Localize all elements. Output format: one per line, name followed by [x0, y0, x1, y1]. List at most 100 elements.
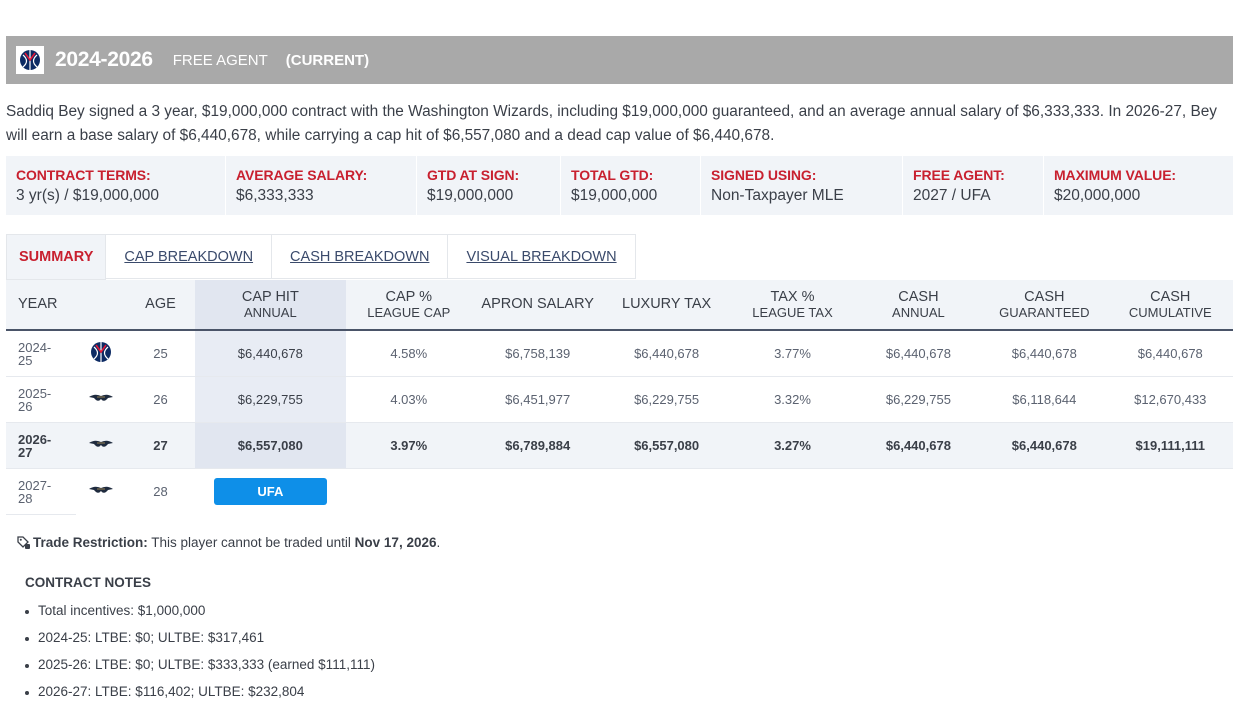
tax-pct-cell: 3.32% [729, 376, 856, 423]
contract-notes-list: Total incentives: $1,000,000 2024-25: LT… [25, 602, 375, 710]
header-apron-salary[interactable]: APRON SALARY [471, 280, 604, 331]
ufa-badge: UFA [213, 478, 327, 506]
list-item: 2026-27: LTBE: $116,402; ULTBE: $232,804 [25, 683, 375, 710]
year-cell: 2025- 26 [6, 376, 77, 423]
header-tax-pct[interactable]: TAX % LEAGUE TAX [729, 280, 856, 331]
tab-cap-breakdown[interactable]: CAP BREAKDOWN [106, 234, 273, 279]
year-end: 26 [18, 398, 33, 414]
header-age[interactable]: AGE [126, 280, 195, 331]
year-start: 2026- [18, 431, 52, 447]
table-row: 2024- 25 25 $6,440,678 4.58% $6,758,139 … [6, 330, 1233, 377]
year-cell: 2026- 27 [6, 422, 77, 469]
trade-restriction-text: This player cannot be traded until [147, 535, 355, 550]
header-main: CASH [1150, 288, 1191, 305]
term-signed-using: SIGNED USING: Non-Taxpayer MLE [701, 156, 903, 215]
term-label: TOTAL GTD: [571, 167, 654, 183]
table-row: 2027- 28 28 UFA [6, 468, 1233, 515]
cash-guaranteed-cell: $6,440,678 [981, 330, 1108, 377]
header-logo [76, 280, 127, 331]
term-value: Non-Taxpayer MLE [711, 187, 844, 204]
term-label: SIGNED USING: [711, 167, 817, 183]
apron-cell: $6,758,139 [471, 330, 604, 377]
luxury-tax-cell: $6,440,678 [603, 330, 730, 377]
term-average-salary: AVERAGE SALARY: $6,333,333 [226, 156, 417, 215]
header-sub: LEAGUE CAP [367, 304, 451, 320]
term-label: GTD AT SIGN: [427, 167, 520, 183]
term-maximum-value: MAXIMUM VALUE: $20,000,000 [1044, 156, 1233, 215]
header-main: CASH [898, 288, 939, 305]
contract-status: (CURRENT) [285, 51, 370, 69]
term-contract-terms: CONTRACT TERMS: 3 yr(s) / $19,000,000 [6, 156, 226, 215]
apron-cell: $6,451,977 [471, 376, 604, 423]
year-end: 27 [18, 444, 33, 460]
header-cash-cumulative[interactable]: CASH CUMULATIVE [1107, 280, 1233, 331]
tab-summary[interactable]: SUMMARY [6, 234, 107, 280]
term-total-gtd: TOTAL GTD: $19,000,000 [561, 156, 701, 215]
tab-cash-breakdown[interactable]: CASH BREAKDOWN [272, 234, 449, 279]
term-value: 2027 / UFA [913, 187, 991, 204]
age-cell: 27 [126, 422, 195, 469]
cash-annual-cell: $6,440,678 [855, 330, 982, 377]
cap-hit-cell: $6,440,678 [194, 330, 347, 377]
luxury-tax-cell: $6,229,755 [603, 376, 730, 423]
header-sub: LEAGUE TAX [752, 304, 833, 320]
cap-hit-cell: $6,229,755 [194, 376, 347, 423]
cash-annual-cell: $6,440,678 [855, 422, 982, 469]
term-value: $20,000,000 [1054, 187, 1141, 204]
age-cell: 26 [126, 376, 195, 423]
tax-pct-cell: 3.27% [729, 422, 856, 469]
tab-visual-breakdown[interactable]: VISUAL BREAKDOWN [448, 234, 636, 279]
year-start: 2027- [18, 477, 52, 493]
term-value: $19,000,000 [571, 187, 658, 204]
term-value: 3 yr(s) / $19,000,000 [16, 187, 160, 204]
cap-pct-cell: 4.58% [346, 330, 472, 377]
luxury-tax-cell: $6,557,080 [603, 422, 730, 469]
year-cell: 2024- 25 [6, 330, 77, 377]
table-row: 2025- 26 26 $6,229,755 4.03% $6,451,977 … [6, 376, 1233, 423]
trade-restriction-end: . [436, 535, 441, 550]
apron-cell: $6,789,884 [471, 422, 604, 469]
tax-pct-cell: 3.77% [729, 330, 856, 377]
header-cash-guaranteed[interactable]: CASH GUARANTEED [981, 280, 1108, 331]
year-cell: 2027- 28 [6, 468, 77, 515]
cap-pct-cell: 4.03% [346, 376, 472, 423]
table-row-current: 2026- 27 27 $6,557,080 3.97% $6,789,884 … [6, 422, 1233, 469]
contract-years: 2024-2026 [55, 48, 153, 71]
year-start: 2024- [18, 339, 52, 355]
trade-restriction-date: Nov 17, 2026 [354, 535, 437, 550]
trade-restriction: Trade Restriction: This player cannot be… [16, 535, 440, 550]
wizards-logo-icon [16, 46, 44, 74]
cap-pct-cell: 3.97% [346, 422, 472, 469]
pelicans-logo-icon [76, 469, 126, 515]
pelicans-logo-icon [76, 376, 127, 423]
wizards-logo-icon [76, 330, 127, 377]
header-luxury-tax[interactable]: LUXURY TAX [603, 280, 730, 331]
contract-summary: Saddiq Bey signed a 3 year, $19,000,000 … [6, 103, 1217, 144]
cap-hit-cell: $6,557,080 [194, 422, 347, 469]
year-end: 25 [18, 352, 33, 368]
term-value: $6,333,333 [236, 187, 314, 204]
term-label: CONTRACT TERMS: [16, 167, 151, 183]
contract-type: FREE AGENT [172, 51, 268, 69]
contract-notes-title: CONTRACT NOTES [25, 575, 151, 590]
header-sub: ANNUAL [892, 304, 945, 320]
header-year[interactable]: YEAR [6, 280, 77, 331]
term-label: FREE AGENT: [913, 167, 1005, 183]
header-main: CASH [1024, 288, 1065, 305]
header-cap-hit[interactable]: CAP HIT ANNUAL [194, 280, 347, 331]
header-sub: CUMULATIVE [1128, 304, 1212, 320]
header-main: CAP % [385, 288, 433, 305]
contract-header: 2024-2026 FREE AGENT (CURRENT) [6, 36, 1233, 84]
term-free-agent: FREE AGENT: 2027 / UFA [903, 156, 1044, 215]
header-cap-pct[interactable]: CAP % LEAGUE CAP [346, 280, 472, 331]
header-main: TAX % [770, 288, 815, 305]
term-label: AVERAGE SALARY: [236, 167, 368, 183]
term-label: MAXIMUM VALUE: [1054, 167, 1176, 183]
restriction-tag-icon [16, 535, 31, 550]
header-sub: ANNUAL [243, 304, 297, 320]
status-cell: UFA [195, 469, 346, 515]
header-cash-annual[interactable]: CASH ANNUAL [855, 280, 982, 331]
year-start: 2025- [18, 385, 52, 401]
year-end: 28 [18, 490, 33, 506]
cash-cumulative-cell: $6,440,678 [1107, 330, 1233, 377]
